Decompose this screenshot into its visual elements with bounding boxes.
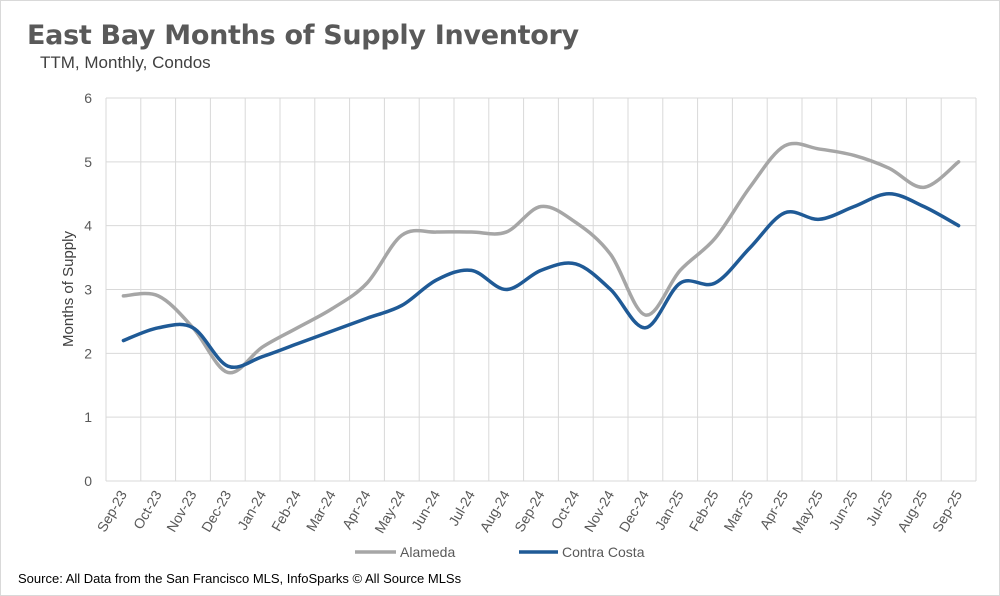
- chart-subtitle: TTM, Monthly, Condos: [40, 53, 211, 72]
- x-tick-label: Dec-24: [616, 487, 653, 534]
- y-tick-label: 1: [84, 409, 92, 425]
- source-note: Source: All Data from the San Francisco …: [18, 571, 462, 586]
- legend-label-alameda: Alameda: [400, 544, 455, 560]
- x-tick-label: Oct-24: [548, 487, 583, 532]
- y-tick-label: 6: [84, 90, 92, 106]
- x-tick-label: Sep-25: [929, 487, 966, 534]
- grid-lines: [105, 97, 977, 482]
- x-tick-label: Sep-23: [94, 487, 131, 534]
- x-tick-label: Aug-25: [894, 487, 931, 534]
- legend-label-contra-costa: Contra Costa: [562, 544, 645, 560]
- x-tick-label: May-24: [371, 487, 408, 536]
- x-tick-label: Apr-25: [756, 487, 791, 532]
- series-line-contra-costa: [121, 192, 961, 369]
- x-tick-label: Jun-24: [408, 487, 443, 532]
- x-tick-label: Nov-24: [581, 487, 618, 534]
- x-tick-label: Oct-23: [130, 487, 165, 532]
- x-tick-label: Feb-24: [268, 487, 304, 534]
- x-tick-label: May-25: [789, 487, 826, 536]
- x-tick-label: Nov-23: [163, 487, 200, 534]
- x-tick-label: Aug-24: [476, 487, 513, 534]
- x-tick-label: Jul-25: [863, 487, 896, 528]
- x-tick-label: Dec-23: [198, 487, 235, 534]
- x-tick-label: Jan-25: [652, 487, 687, 532]
- y-tick-labels: 0 1 2 3 4 5 6: [84, 90, 92, 489]
- x-tick-label: Jun-25: [826, 487, 861, 532]
- x-tick-label: Sep-24: [511, 487, 548, 534]
- y-tick-label: 3: [84, 282, 92, 298]
- x-tick-label: Feb-25: [686, 487, 722, 534]
- x-tick-label: Apr-24: [339, 487, 374, 532]
- chart-title: East Bay Months of Supply Inventory: [27, 20, 579, 51]
- series-line-alameda: [121, 141, 961, 375]
- legend: Alameda Contra Costa: [355, 544, 645, 560]
- y-tick-label: 4: [84, 218, 92, 234]
- y-tick-label: 0: [84, 473, 92, 489]
- y-tick-label: 5: [84, 154, 92, 170]
- x-tick-label: Mar-25: [720, 487, 756, 534]
- y-tick-label: 2: [84, 345, 92, 361]
- x-tick-label: Jan-24: [234, 487, 269, 532]
- series-lines: [121, 141, 961, 375]
- x-tick-label: Jul-24: [445, 487, 478, 528]
- x-tick-label: Mar-24: [303, 487, 339, 534]
- y-axis-label: Months of Supply: [60, 231, 77, 347]
